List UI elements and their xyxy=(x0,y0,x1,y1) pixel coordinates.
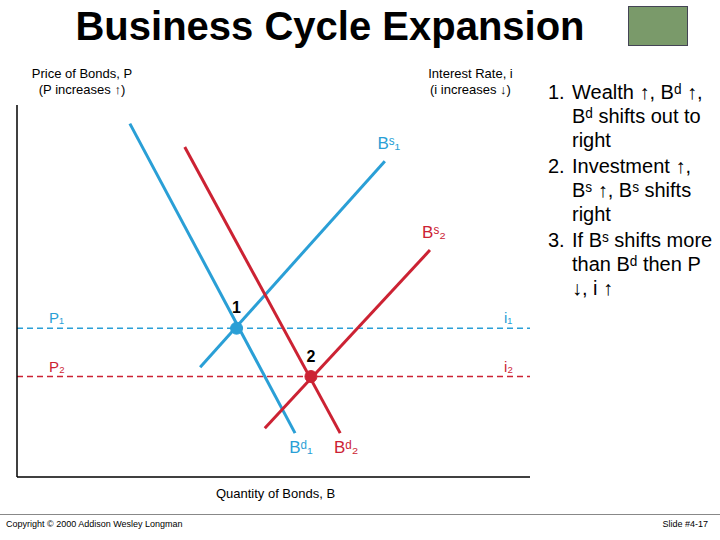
svg-text:Bᵈ₂: Bᵈ₂ xyxy=(334,438,358,457)
svg-text:Bᵈ₁: Bᵈ₁ xyxy=(289,438,313,457)
html-text:Business Cycle Expansion: Business Cycle Expansion xyxy=(75,4,585,48)
html-text:Copyright © 2000 Addison Wesle: Copyright © 2000 Addison Wesley Longman xyxy=(6,519,183,529)
svg-text:P₂: P₂ xyxy=(49,358,65,375)
html-text:Slide #4-17: Slide #4-17 xyxy=(662,519,708,529)
svg-text:Bˢ₁: Bˢ₁ xyxy=(377,134,400,153)
svg-text:i₁: i₁ xyxy=(504,309,512,326)
svg-text:P₁: P₁ xyxy=(49,309,64,326)
html-text:1. Wealth ↑, Bᵈ ↑, Bᵈ shifts o: 1. Wealth ↑, Bᵈ ↑, Bᵈ shifts out to righ… xyxy=(548,81,703,151)
html-text:3. If Bˢ shifts more than Bᵈ t: 3. If Bˢ shifts more than Bᵈ then P ↓, i… xyxy=(548,229,713,299)
html-text:Interest Rate, i: Interest Rate, i xyxy=(428,66,513,81)
html-text:Price of Bonds, P: Price of Bonds, P xyxy=(31,66,133,81)
html-text:(P increases ↑): (P increases ↑) xyxy=(38,82,126,97)
svg-text:1: 1 xyxy=(232,299,241,316)
html-text:2. Investment ↑, Bˢ ↑, Bˢ shif: 2. Investment ↑, Bˢ ↑, Bˢ shifts right xyxy=(548,155,692,225)
html-text:Quantity of Bonds, B: Quantity of Bonds, B xyxy=(215,486,336,501)
svg-text:Bˢ₂: Bˢ₂ xyxy=(422,223,446,242)
svg-text:2: 2 xyxy=(306,348,315,365)
svg-text:i₂: i₂ xyxy=(504,358,513,375)
html-text:(i increases ↓): (i increases ↓) xyxy=(430,82,511,97)
